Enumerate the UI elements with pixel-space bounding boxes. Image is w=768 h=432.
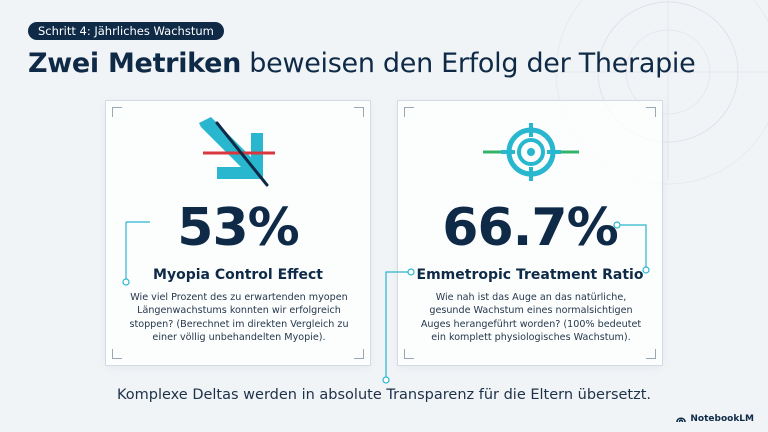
brand-logo: NotebookLM — [676, 414, 754, 424]
corner-mark — [112, 349, 122, 359]
page-title-emphasis: Zwei Metriken — [28, 48, 242, 79]
corner-mark — [404, 349, 414, 359]
metric-description: Wie viel Prozent des zu erwartenden myop… — [129, 292, 349, 344]
page-title-rest: beweisen den Erfolg der Therapie — [241, 48, 696, 79]
corner-mark — [646, 107, 656, 117]
metric-title: Emmetropic Treatment Ratio — [416, 267, 644, 283]
notebooklm-icon — [676, 417, 687, 423]
corner-mark — [404, 107, 414, 117]
footer-caption: Komplexe Deltas werden in absolute Trans… — [116, 387, 652, 403]
corner-mark — [354, 107, 364, 117]
arrow-down-blocked-icon — [199, 117, 275, 187]
metric-description: Wie nah ist das Auge an das natürliche, … — [420, 292, 642, 344]
target-crosshair-icon — [483, 123, 579, 181]
brand-label: NotebookLM — [690, 414, 754, 424]
metric-card-emmetropic-ratio: 66.7% Emmetropic Treatment Ratio Wie nah… — [397, 100, 663, 366]
metric-title: Myopia Control Effect — [153, 267, 323, 283]
metric-card-myopia-control: 53% Myopia Control Effect Wie viel Proze… — [105, 100, 371, 366]
corner-mark — [354, 349, 364, 359]
corner-mark — [112, 107, 122, 117]
step-badge: Schritt 4: Jährliches Wachstum — [28, 22, 224, 40]
metric-value: 66.7% — [442, 198, 618, 258]
page-title: Zwei Metriken beweisen den Erfolg der Th… — [28, 46, 696, 82]
corner-mark — [646, 349, 656, 359]
metric-value: 53% — [177, 198, 299, 258]
